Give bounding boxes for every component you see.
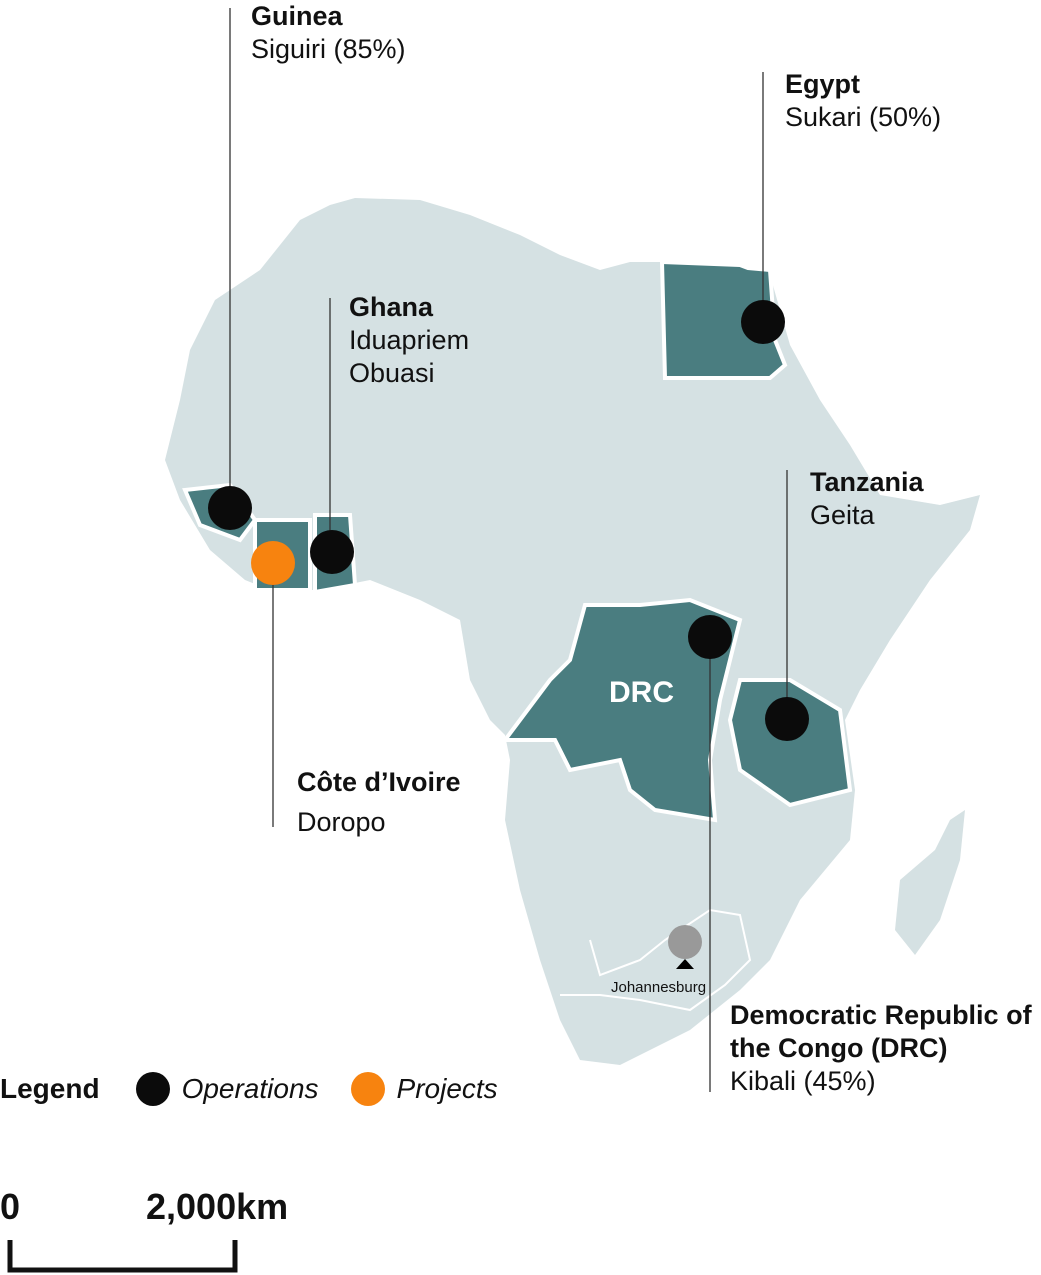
marker-johannesburg <box>668 925 702 959</box>
label-ghana: Ghana Iduapriem Obuasi <box>349 292 470 388</box>
label-egypt: Egypt Sukari (50%) <box>785 69 942 132</box>
map-label-drc: DRC <box>609 676 674 709</box>
marker-cote-divoire[interactable] <box>251 541 295 585</box>
scale-bar <box>7 1240 238 1273</box>
country-tanzania <box>727 678 853 808</box>
country-drc <box>501 597 743 823</box>
label-tanzania: Tanzania Geita <box>810 467 924 530</box>
marker-ghana[interactable] <box>310 530 354 574</box>
legend-title: Legend <box>0 1073 100 1104</box>
africa-landmass <box>165 198 980 1065</box>
scale-start: 0 <box>0 1186 21 1227</box>
marker-egypt[interactable] <box>741 300 785 344</box>
madagascar <box>895 810 965 955</box>
label-cote-divoire: Côte d’Ivoire Doropo <box>297 767 461 837</box>
label-drc: Democratic Republic of the Congo (DRC) Kib… <box>730 1000 1032 1096</box>
legend-projects: Projects <box>396 1073 498 1104</box>
marker-drc[interactable] <box>688 615 732 659</box>
city-triangle-icon <box>676 959 694 969</box>
projects-dot-icon <box>350 1072 385 1106</box>
city-label: Johannesburg <box>611 979 707 996</box>
label-guinea: Guinea Siguiri (85%) <box>251 1 406 64</box>
legend: Legend Operations Projects <box>0 1072 530 1106</box>
south-africa-border <box>560 908 752 1012</box>
marker-tanzania[interactable] <box>765 697 809 741</box>
marker-guinea[interactable] <box>208 486 252 530</box>
legend-operations: Operations <box>181 1073 319 1104</box>
scale-end: 2,000km <box>146 1186 289 1227</box>
operations-dot-icon <box>135 1072 170 1106</box>
